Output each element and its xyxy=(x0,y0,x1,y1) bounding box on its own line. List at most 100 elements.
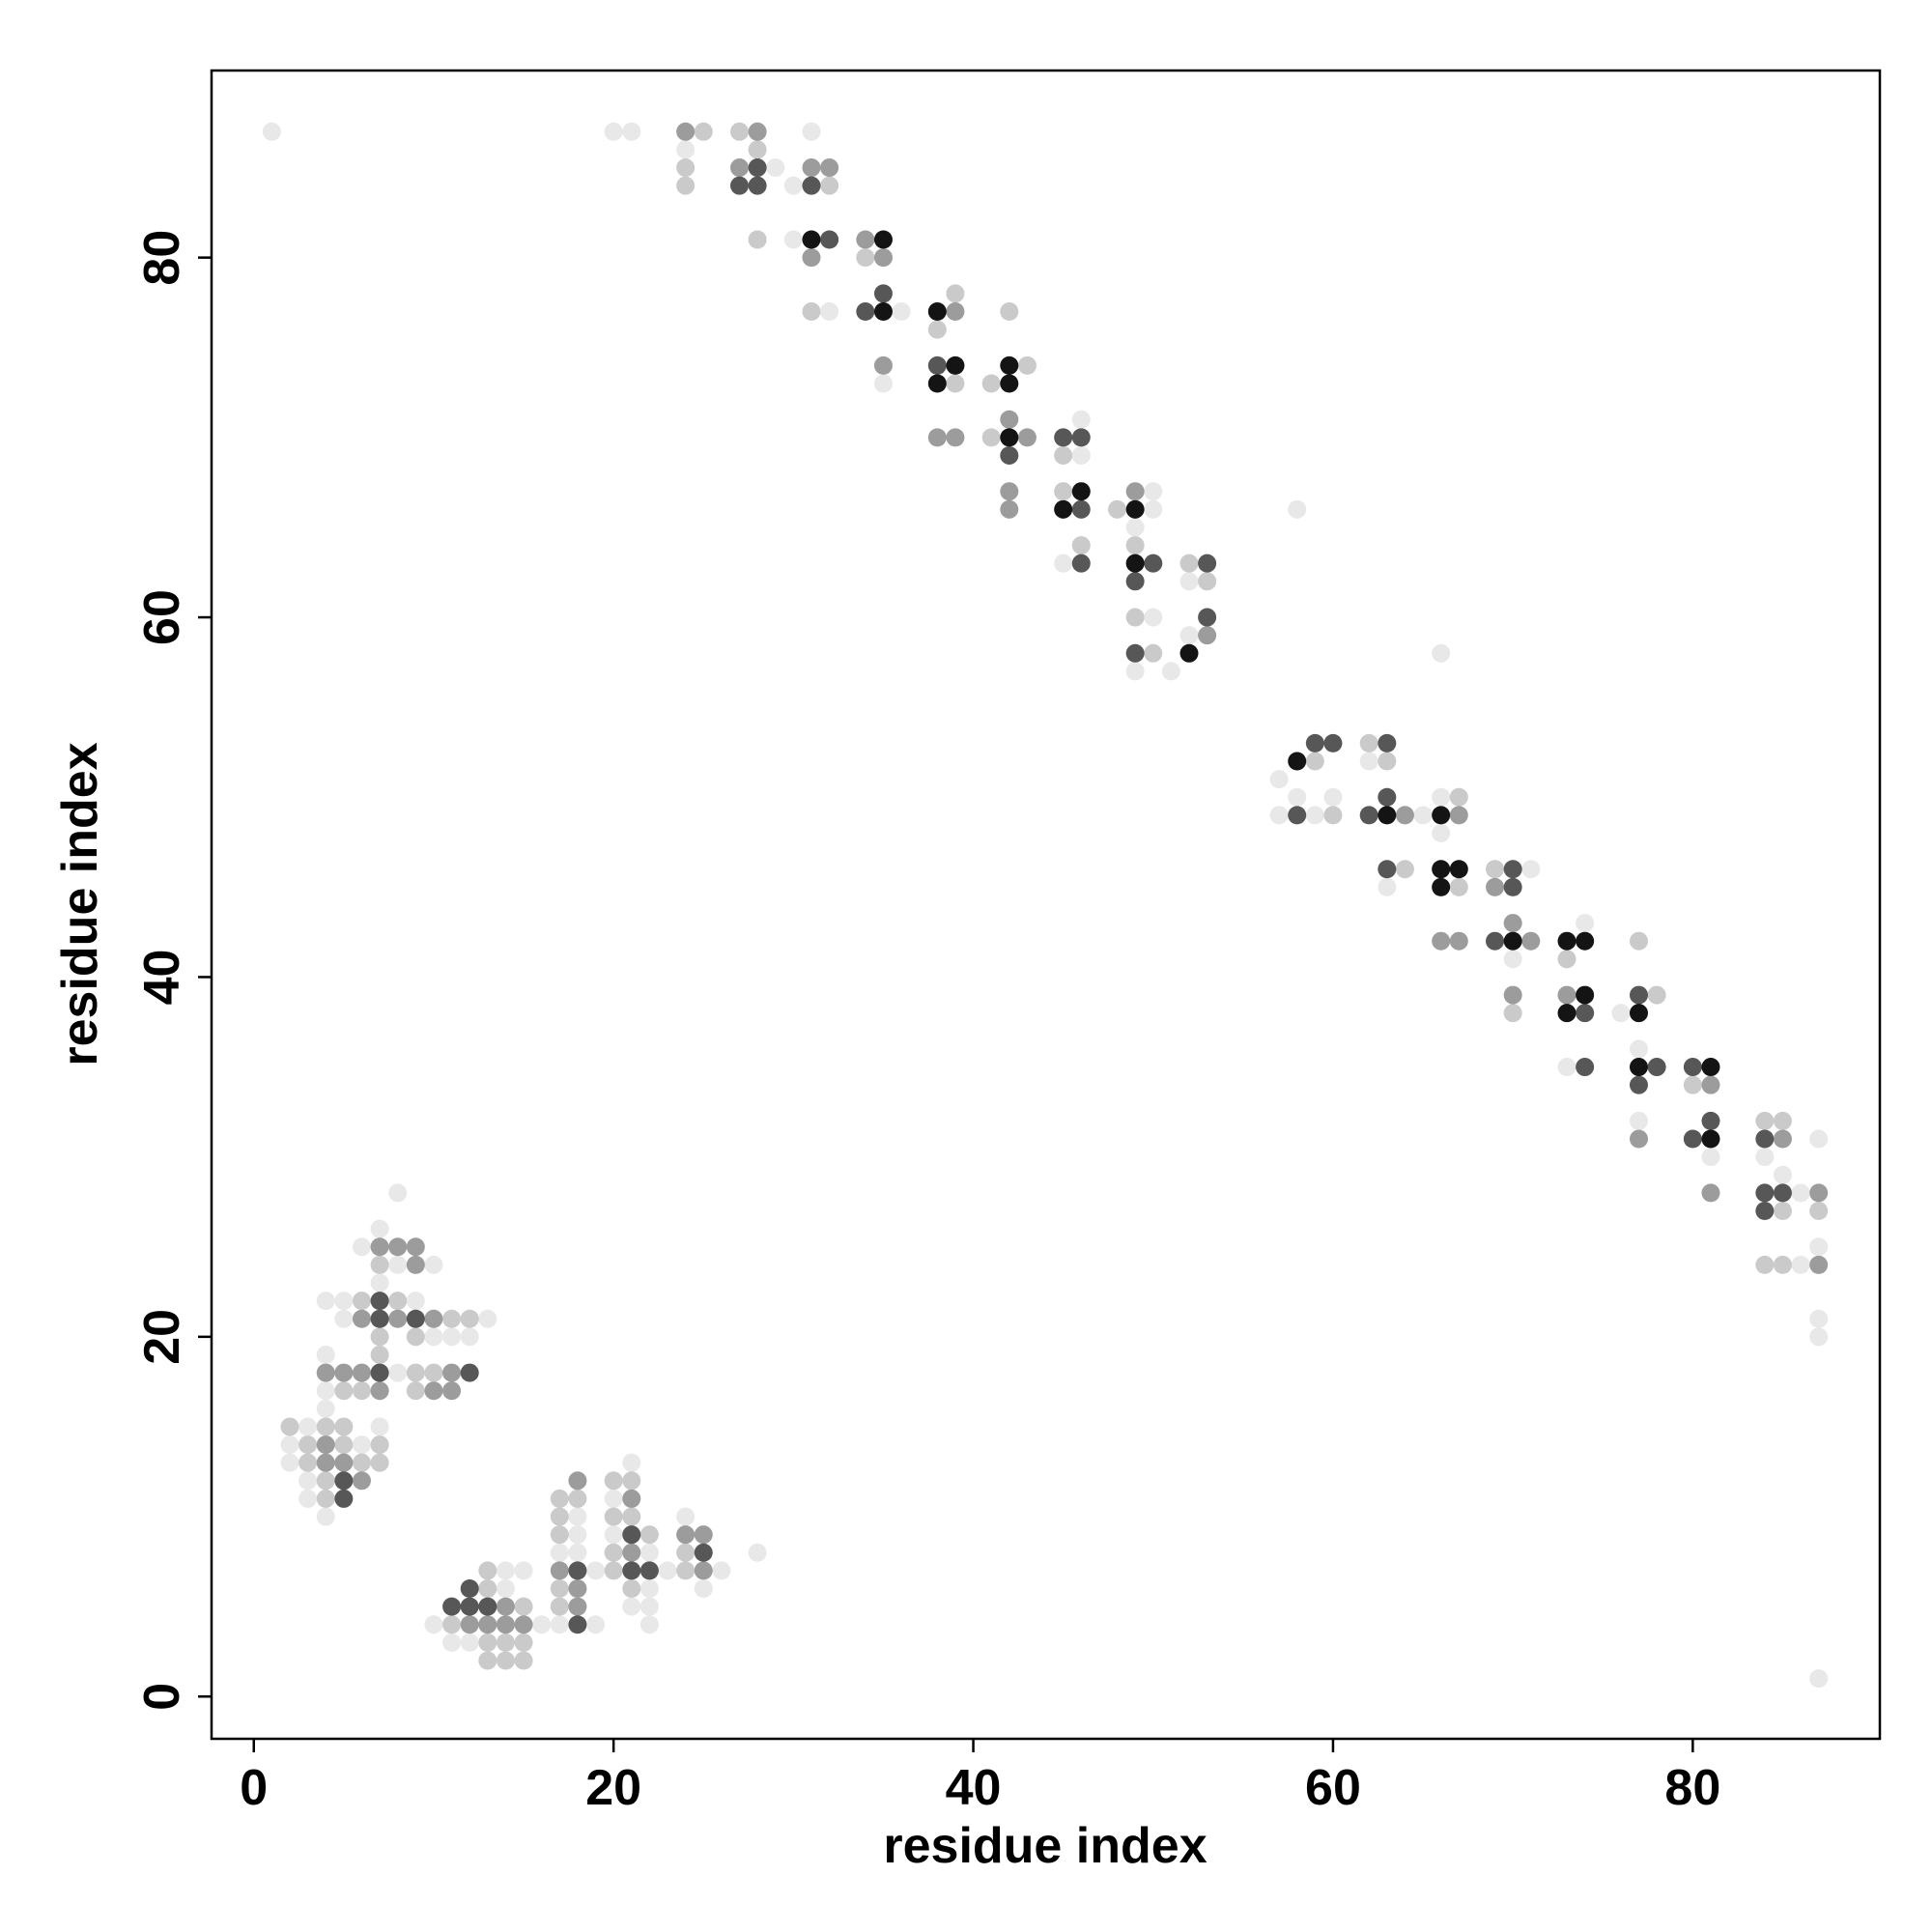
contact-point xyxy=(586,1615,606,1634)
contact-point xyxy=(1144,643,1163,663)
contact-point xyxy=(298,1453,318,1472)
contact-point xyxy=(1773,1111,1792,1130)
contact-point xyxy=(1773,1202,1792,1221)
contact-point xyxy=(1378,733,1397,753)
contact-point xyxy=(406,1237,425,1257)
y-tick-label: 80 xyxy=(134,230,190,286)
contact-point xyxy=(1683,1058,1702,1077)
contact-point xyxy=(1503,931,1522,951)
contact-point xyxy=(873,302,893,322)
contact-point xyxy=(406,1327,425,1347)
contact-point xyxy=(1288,499,1307,519)
contact-point xyxy=(1071,445,1091,465)
contact-point xyxy=(388,1255,408,1274)
contact-point xyxy=(370,1237,389,1257)
contact-point xyxy=(748,176,767,195)
contact-point xyxy=(1755,1183,1775,1203)
contact-point xyxy=(1449,860,1468,879)
contact-point xyxy=(622,1597,641,1616)
contact-point xyxy=(388,1183,408,1203)
contact-point xyxy=(460,1633,479,1652)
contact-point xyxy=(1071,554,1091,573)
contact-point xyxy=(981,374,1001,393)
contact-point xyxy=(1701,1058,1720,1077)
contact-point xyxy=(622,1525,641,1545)
contact-point xyxy=(1125,572,1145,591)
contact-point xyxy=(1755,1111,1775,1130)
contact-point xyxy=(1305,733,1324,753)
contact-point xyxy=(280,1435,299,1455)
contact-point xyxy=(639,1615,659,1634)
contact-point xyxy=(1000,482,1019,501)
contact-point xyxy=(1809,1129,1829,1149)
contact-point xyxy=(298,1489,318,1508)
contact-point xyxy=(873,355,893,375)
contact-point xyxy=(442,1633,462,1652)
contact-point xyxy=(1809,1237,1829,1257)
contact-point xyxy=(550,1543,569,1562)
contact-point xyxy=(1791,1255,1810,1274)
contact-point xyxy=(352,1471,371,1491)
contact-point xyxy=(1359,733,1378,753)
contact-point xyxy=(873,374,893,393)
contact-point xyxy=(694,122,713,141)
contact-point xyxy=(802,230,821,249)
contact-point xyxy=(1503,914,1522,933)
contact-point xyxy=(1125,643,1145,663)
contact-point xyxy=(1629,931,1648,951)
contact-point xyxy=(352,1292,371,1311)
contact-point xyxy=(568,1507,587,1526)
contact-point xyxy=(1378,860,1397,879)
contact-point xyxy=(280,1417,299,1436)
contact-point xyxy=(783,176,803,195)
contact-point xyxy=(1323,806,1343,825)
contact-point xyxy=(1647,985,1666,1005)
contact-point xyxy=(1395,860,1414,879)
contact-point xyxy=(1629,1058,1648,1077)
contact-point xyxy=(802,158,821,178)
contact-point xyxy=(658,1561,677,1580)
contact-point xyxy=(1809,1183,1829,1203)
contact-point xyxy=(1395,806,1414,825)
contact-point xyxy=(460,1579,479,1599)
contact-point xyxy=(1269,770,1289,789)
contact-point xyxy=(873,284,893,303)
contact-point xyxy=(370,1273,389,1293)
contact-point xyxy=(478,1651,497,1670)
contact-point xyxy=(1305,752,1324,771)
contact-point xyxy=(496,1561,515,1580)
contact-point xyxy=(676,176,696,195)
contact-point xyxy=(370,1435,389,1455)
contact-point xyxy=(676,140,696,159)
contact-point xyxy=(927,355,947,375)
contact-point xyxy=(1071,536,1091,555)
contact-point xyxy=(1557,1058,1577,1077)
contact-point xyxy=(729,176,749,195)
contact-point xyxy=(802,122,821,141)
contact-point xyxy=(1629,1111,1648,1130)
contact-point xyxy=(334,1417,354,1436)
contact-point xyxy=(1000,410,1019,429)
contact-point xyxy=(352,1435,371,1455)
contact-point xyxy=(1557,931,1577,951)
contact-point xyxy=(1000,428,1019,447)
contact-point xyxy=(1000,302,1019,322)
contact-point xyxy=(370,1255,389,1274)
contact-point xyxy=(370,1381,389,1401)
contact-point xyxy=(1449,787,1468,807)
contact-point xyxy=(927,428,947,447)
contact-point xyxy=(424,1255,443,1274)
contact-point xyxy=(622,1489,641,1508)
contact-point xyxy=(1054,428,1073,447)
contact-point xyxy=(424,1363,443,1382)
contact-point xyxy=(622,1543,641,1562)
contact-point xyxy=(1486,877,1505,896)
contact-point xyxy=(748,140,767,159)
contact-point xyxy=(1773,1255,1792,1274)
contact-point xyxy=(1449,877,1468,896)
contact-point xyxy=(1144,499,1163,519)
contact-point xyxy=(856,248,875,268)
contact-point xyxy=(927,302,947,322)
contact-point xyxy=(406,1363,425,1382)
contact-point xyxy=(262,122,281,141)
